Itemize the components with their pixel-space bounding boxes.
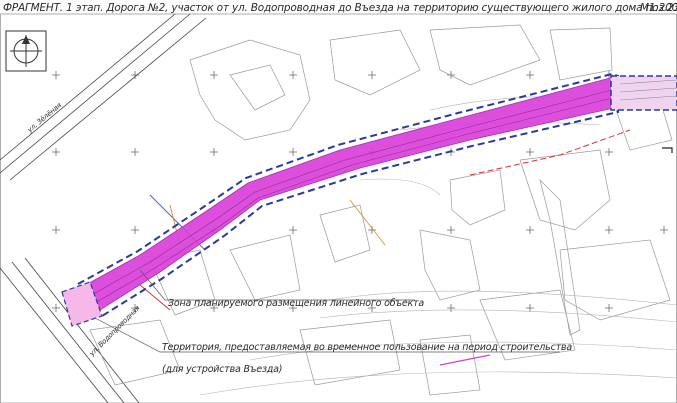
temporary-territory xyxy=(61,281,103,327)
north-arrow-icon xyxy=(5,30,47,72)
legend-temporary-territory: Территория, предоставляемая во временное… xyxy=(162,342,572,353)
legend-linear-object-zone: Зона планируемого размещения линейного о… xyxy=(168,298,425,309)
legend-temporary-territory-note: (для устройства Въезда) xyxy=(162,364,283,375)
road-top-left xyxy=(0,13,207,181)
drawing-title: ФРАГМЕНТ. 1 этап. Дорога №2, участок от … xyxy=(3,2,677,14)
legend-leader-zone xyxy=(139,269,415,301)
corridor-road-lines xyxy=(89,89,613,304)
drawing-scale: М1:2000 xyxy=(640,2,677,14)
utility-magenta-line xyxy=(439,354,491,366)
utility-red-line xyxy=(469,129,631,176)
road-bottom-left xyxy=(0,257,140,403)
legend-leader-temporary xyxy=(94,317,560,353)
zone-end-right xyxy=(610,75,677,111)
linear-object-zone xyxy=(81,77,615,311)
utility-orange-line-2 xyxy=(349,199,386,246)
